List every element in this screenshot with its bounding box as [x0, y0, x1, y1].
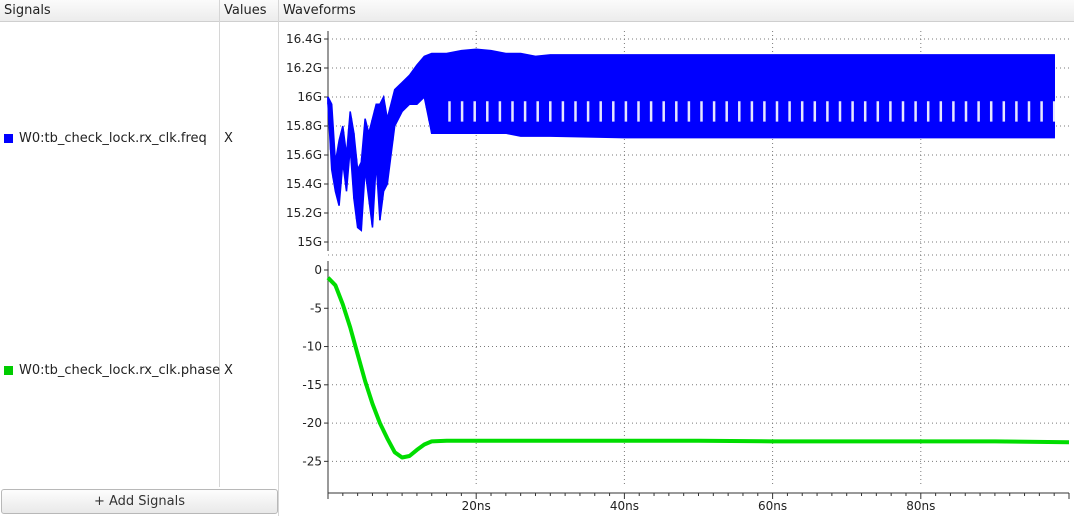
waveforms-header-label: Waveforms — [283, 3, 356, 18]
time-tick-label: 80ns — [906, 499, 935, 513]
time-tick-label: 40ns — [610, 499, 639, 513]
y-tick-label-freq: 15.6G — [286, 148, 322, 162]
waveform-canvas[interactable]: 15G 15.2G 15.4G 15.6G 15.8G 16G 16.2G 16.4G 0 -5 -… — [279, 23, 1074, 516]
freq-waveform-gaps — [448, 101, 1056, 122]
y-tick-label-phase: -5 — [310, 301, 322, 315]
y-tick-label-freq: 15.8G — [286, 119, 322, 133]
waveforms-header: Waveforms — [279, 0, 1074, 22]
y-tick-label-freq: 16G — [297, 90, 322, 104]
signal-row-freq[interactable]: W0:tb_check_lock.rx_clk.freq — [4, 130, 207, 148]
y-tick-label-freq: 15.4G — [286, 177, 322, 191]
values-header-label: Values — [224, 3, 267, 18]
signal-name: W0:tb_check_lock.rx_clk.freq — [19, 131, 207, 146]
y-tick-label-phase: -20 — [302, 416, 322, 430]
phase-waveform-line — [326, 276, 1070, 460]
y-tick-label-freq: 15.2G — [286, 206, 322, 220]
y-tick-label-phase: -15 — [302, 378, 322, 392]
values-header: Values — [220, 0, 278, 22]
signal-value: X — [224, 363, 233, 378]
y-tick-label-phase: -25 — [302, 454, 322, 468]
time-tick-label: 20ns — [462, 499, 491, 513]
signals-header-label: Signals — [4, 3, 51, 18]
y-tick-label-freq: 15G — [297, 235, 322, 249]
signal-color-swatch — [4, 134, 13, 143]
signal-name: W0:tb_check_lock.rx_clk.phase — [19, 363, 221, 378]
y-tick-label-freq: 16.4G — [286, 32, 322, 46]
column-divider[interactable] — [278, 0, 279, 516]
add-signals-button[interactable]: + Add Signals — [1, 489, 278, 514]
freq-waveform-line — [327, 49, 1055, 229]
y-tick-label-freq: 16.2G — [286, 61, 322, 75]
y-tick-label-phase: 0 — [314, 263, 322, 277]
column-divider[interactable] — [219, 0, 220, 487]
y-tick-label-phase: -10 — [302, 340, 322, 354]
signal-row-phase[interactable]: W0:tb_check_lock.rx_clk.phase — [4, 362, 220, 380]
signals-header: Signals — [0, 0, 219, 22]
signal-value: X — [224, 131, 233, 146]
signal-color-swatch — [4, 366, 13, 375]
time-tick-label: 60ns — [758, 499, 787, 513]
